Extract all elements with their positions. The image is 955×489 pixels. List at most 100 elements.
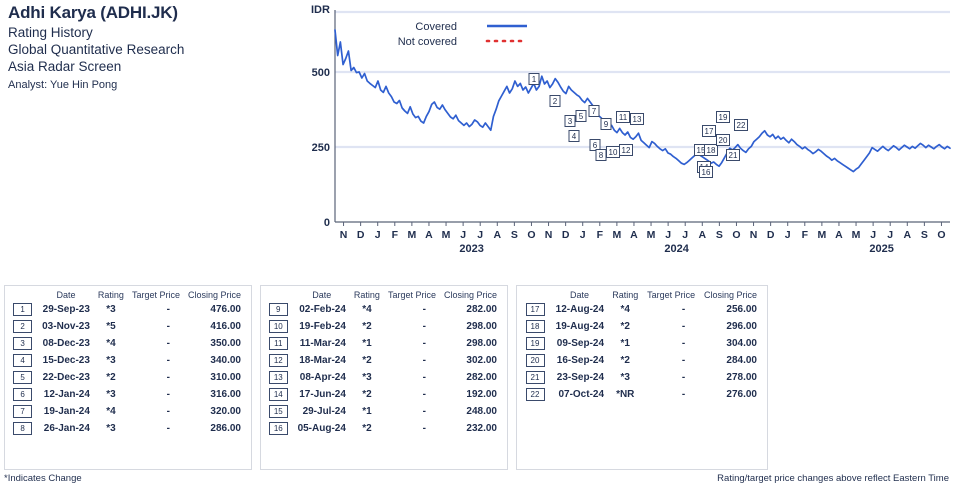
svg-text:M: M (647, 229, 656, 241)
rating-marker[interactable]: 18 (704, 144, 718, 156)
rating-marker[interactable]: 19 (716, 111, 730, 123)
rating-marker[interactable]: 7 (588, 105, 600, 117)
footnote-eastern-time: Rating/target price changes above reflec… (717, 473, 949, 484)
row-target-price: - (166, 372, 170, 383)
svg-text:J: J (870, 229, 876, 241)
row-date: 12-Aug-24 (555, 304, 605, 315)
row-closing-price: 298.00 (466, 338, 497, 349)
svg-text:O: O (527, 229, 535, 241)
rating-marker[interactable]: 2 (549, 95, 561, 107)
row-date: 19-Aug-24 (555, 321, 605, 332)
col-rating: Rating (612, 290, 639, 300)
row-closing-price: 278.00 (726, 372, 757, 383)
rating-marker[interactable]: 6 (589, 139, 601, 151)
chart-legend: Covered Not covered (398, 21, 529, 48)
svg-text:9: 9 (604, 120, 609, 129)
rating-marker[interactable]: 11 (616, 111, 630, 123)
svg-text:2024: 2024 (664, 243, 689, 255)
svg-text:M: M (408, 229, 417, 241)
row-rating: *4 (362, 304, 372, 315)
table-row: 15 29-Jul-24 *1 - 248.00 (261, 403, 507, 420)
table-header-row: Date Rating Target Price Closing Price (5, 290, 251, 301)
row-index-box: 22 (517, 386, 551, 403)
y-axis-ticks: 0 250 500 (312, 67, 330, 229)
rating-marker[interactable]: 16 (699, 166, 713, 178)
row-date: 18-Mar-24 (299, 355, 346, 366)
row-date: 05-Aug-24 (297, 423, 346, 434)
table-row: 9 02-Feb-24 *4 - 282.00 (261, 301, 507, 318)
rating-marker[interactable]: 1 (528, 73, 540, 85)
svg-text:O: O (732, 229, 740, 241)
col-date: Date (56, 290, 76, 300)
row-target-price: - (681, 338, 686, 349)
table-row: 21 23-Sep-24 *3 - 278.00 (517, 369, 767, 386)
table-header-row: Date Rating Target Price Closing Price (517, 290, 767, 301)
svg-text:250: 250 (312, 142, 330, 154)
svg-text:Not covered: Not covered (398, 36, 457, 48)
row-rating: *2 (362, 389, 372, 400)
svg-text:D: D (767, 229, 775, 241)
col-rating: Rating (353, 290, 380, 300)
row-index-box: 14 (261, 386, 294, 403)
svg-text:D: D (562, 229, 570, 241)
rating-table: Date Rating Target Price Closing Price 1… (5, 290, 251, 437)
row-rating: *2 (362, 321, 372, 332)
svg-text:F: F (597, 229, 604, 241)
svg-text:1: 1 (532, 75, 537, 84)
svg-text:J: J (375, 229, 381, 241)
table-row: 10 19-Feb-24 *2 - 298.00 (261, 318, 507, 335)
row-index-box: 3 (5, 335, 38, 352)
row-rating: *3 (106, 355, 116, 366)
subtitle-screen-name: Asia Radar Screen (8, 59, 122, 74)
row-target-price: - (422, 355, 426, 366)
row-closing-price: 282.00 (466, 304, 497, 315)
rating-marker[interactable]: 22 (734, 119, 748, 131)
row-date: 03-Nov-23 (42, 321, 90, 332)
row-index-box: 11 (261, 335, 294, 352)
table-row: 3 08-Dec-23 *4 - 350.00 (5, 335, 251, 352)
svg-text:N: N (545, 229, 553, 241)
table-row: 11 11-Mar-24 *1 - 298.00 (261, 335, 507, 352)
rating-marker[interactable]: 21 (726, 149, 740, 161)
rating-marker[interactable]: 8 (595, 149, 607, 161)
rating-marker[interactable]: 17 (702, 125, 716, 137)
svg-text:M: M (442, 229, 451, 241)
row-closing-price: 276.00 (726, 389, 757, 400)
rating-table-1: Date Rating Target Price Closing Price 1… (4, 285, 252, 470)
row-index-box: 6 (5, 386, 38, 403)
rating-marker[interactable]: 20 (716, 134, 730, 146)
row-target-price: - (681, 389, 686, 400)
row-index-box: 5 (5, 369, 38, 386)
row-rating: *2 (362, 355, 372, 366)
table-row: 4 15-Dec-23 *3 - 340.00 (5, 352, 251, 369)
rating-marker[interactable]: 10 (606, 146, 620, 158)
row-closing-price: 304.00 (726, 338, 757, 349)
row-target-price: - (166, 321, 170, 332)
row-rating: *2 (106, 372, 116, 383)
rating-marker[interactable]: 4 (568, 130, 580, 142)
rating-marker[interactable]: 5 (575, 110, 587, 122)
row-target-price: - (422, 338, 426, 349)
col-closing-price: Closing Price (187, 290, 241, 300)
svg-text:5: 5 (579, 112, 584, 121)
svg-text:N: N (340, 229, 348, 241)
page-title: Adhi Karya (ADHI.JK) (8, 3, 178, 22)
rating-marker[interactable]: 12 (619, 144, 633, 156)
table-row: 14 17-Jun-24 *2 - 192.00 (261, 386, 507, 403)
row-target-price: - (681, 372, 686, 383)
row-date: 26-Jan-24 (43, 423, 90, 434)
row-target-price: - (166, 338, 170, 349)
rating-marker[interactable]: 9 (600, 118, 612, 130)
rating-marker[interactable]: 13 (630, 113, 644, 125)
row-rating: *1 (620, 338, 630, 349)
rating-marker[interactable]: 3 (564, 115, 576, 127)
table-row: 6 12-Jan-24 *3 - 316.00 (5, 386, 251, 403)
row-closing-price: 302.00 (466, 355, 497, 366)
row-target-price: - (166, 423, 170, 434)
svg-text:O: O (937, 229, 945, 241)
row-closing-price: 296.00 (726, 321, 757, 332)
row-closing-price: 320.00 (210, 406, 241, 417)
table-row: 7 19-Jan-24 *4 - 320.00 (5, 403, 251, 420)
svg-text:J: J (887, 229, 893, 241)
svg-text:11: 11 (619, 113, 628, 122)
